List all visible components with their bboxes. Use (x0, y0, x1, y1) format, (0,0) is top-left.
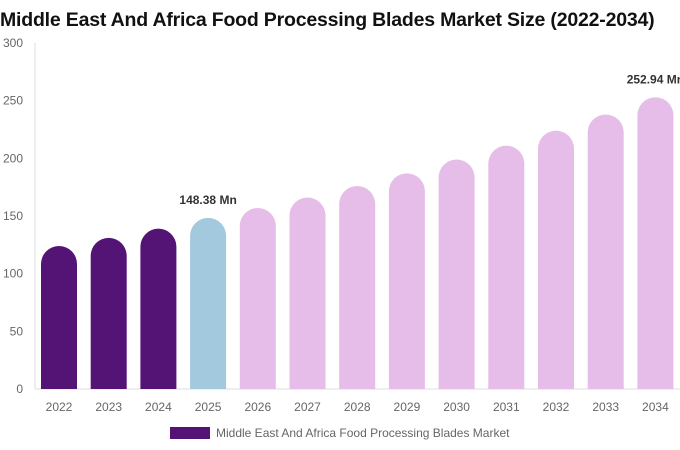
bars (41, 97, 674, 390)
y-tick-label: 250 (3, 94, 23, 108)
y-tick-label: 150 (3, 209, 23, 223)
bar-2031[interactable] (488, 145, 525, 389)
x-axis: 2022 2023 2024 2025 2026 2027 2028 2029 2030 2031… (46, 400, 669, 414)
data-labels: 148.38 Mn 252.94 Mn (179, 72, 680, 207)
x-tick-label: 2024 (145, 400, 172, 414)
bar-2027[interactable] (289, 197, 326, 389)
bar-2033[interactable] (587, 114, 624, 390)
bar-2022[interactable] (41, 245, 77, 389)
bar-2026[interactable] (239, 207, 276, 389)
y-tick-label: 0 (16, 382, 23, 396)
chart-title: Middle East And Africa Food Processing B… (0, 9, 655, 31)
legend-label: Middle East And Africa Food Processing B… (216, 426, 510, 440)
x-tick-label: 2025 (195, 400, 222, 414)
legend[interactable]: Middle East And Africa Food Processing B… (170, 426, 509, 440)
x-tick-label: 2023 (95, 400, 122, 414)
y-tick-label: 100 (3, 267, 23, 281)
x-tick-label: 2027 (294, 400, 321, 414)
data-label-2034: 252.94 Mn (627, 72, 680, 86)
bar-2028[interactable] (339, 186, 376, 389)
x-tick-label: 2032 (543, 400, 570, 414)
x-tick-label: 2033 (592, 400, 619, 414)
y-tick-label: 200 (3, 151, 23, 165)
y-tick-label: 50 (10, 324, 24, 338)
x-tick-label: 2028 (344, 400, 371, 414)
x-tick-label: 2030 (443, 400, 470, 414)
x-tick-label: 2026 (244, 400, 271, 414)
x-tick-label: 2022 (46, 400, 73, 414)
bar-2023[interactable] (90, 237, 127, 389)
bar-2025[interactable] (190, 217, 227, 389)
y-tick-label: 300 (3, 36, 23, 50)
bar-2030[interactable] (438, 159, 475, 389)
bar-2029[interactable] (388, 173, 425, 389)
x-tick-label: 2029 (394, 400, 421, 414)
bar-2032[interactable] (538, 130, 574, 389)
data-label-2025: 148.38 Mn (179, 193, 236, 207)
x-tick-label: 2034 (642, 400, 669, 414)
bar-2024[interactable] (140, 228, 177, 389)
legend-swatch (170, 427, 210, 439)
x-tick-label: 2031 (493, 400, 520, 414)
bar-2034[interactable] (637, 97, 674, 389)
